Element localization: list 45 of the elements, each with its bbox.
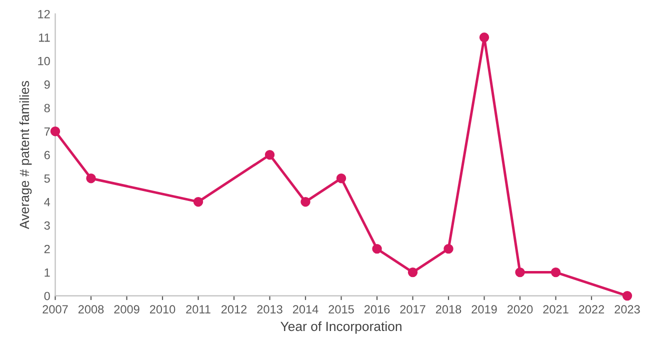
x-axis-title: Year of Incorporation (280, 321, 402, 334)
point (264, 150, 275, 160)
x-tick-label: 2008 (78, 305, 104, 314)
point (86, 173, 96, 184)
point (408, 267, 418, 278)
x-tick-label: 2009 (114, 305, 140, 314)
x-tick-label: 2020 (507, 305, 533, 314)
point (372, 244, 382, 254)
y-tick-label: 10 (38, 56, 50, 66)
y-tick-label: 2 (44, 244, 50, 254)
y-tick-label: 9 (44, 80, 50, 89)
x-tick-label: 2021 (543, 305, 568, 314)
y-tick-label: 11 (39, 34, 50, 42)
x-tick-label: 2015 (328, 305, 354, 314)
y-tick-label: 5 (44, 174, 50, 183)
y-tick-label: 3 (44, 221, 50, 230)
x-tick-label: 2013 (257, 305, 282, 314)
point (193, 196, 204, 207)
y-tick-label: 7 (44, 128, 50, 136)
x-tick-label: 2018 (436, 305, 462, 314)
x-tick-label: 2023 (614, 305, 640, 314)
x-tick-label: 2019 (472, 305, 497, 314)
point (479, 32, 490, 42)
x-tick-label: 2007 (42, 305, 68, 314)
y-axis-title: Average # patent families (19, 81, 32, 230)
point (622, 290, 632, 301)
x-tick-label: 2011 (186, 305, 210, 314)
y-tick-label: 6 (44, 150, 50, 160)
point (444, 244, 454, 254)
y-tick-label: 12 (38, 10, 50, 18)
point (50, 126, 60, 136)
x-tick-label: 2012 (221, 305, 247, 314)
point (550, 267, 561, 278)
x-tick-label: 2010 (150, 305, 176, 314)
y-tick-label: 4 (44, 198, 50, 206)
x-tick-label: 2017 (400, 305, 426, 314)
point (336, 173, 346, 184)
point (515, 267, 525, 278)
y-tick-label: 8 (44, 104, 50, 112)
x-tick-label: 2014 (292, 305, 318, 314)
x-tick-label: 2022 (578, 305, 604, 314)
x-tick-label: 2016 (364, 305, 390, 314)
point (300, 196, 310, 207)
y-tick-label: 1 (44, 268, 50, 277)
y-tick-label: 0 (44, 292, 50, 300)
